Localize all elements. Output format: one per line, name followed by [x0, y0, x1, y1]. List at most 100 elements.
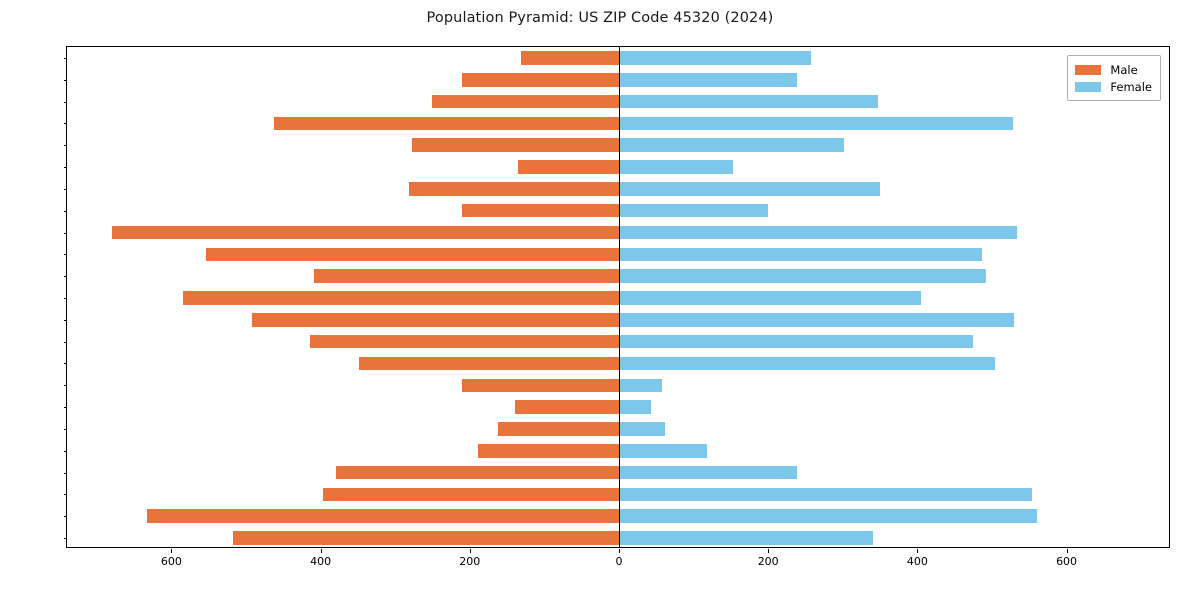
legend-entry-male[interactable]: Male [1075, 61, 1152, 78]
bar-female[interactable] [619, 51, 812, 65]
bar-female[interactable] [619, 225, 1018, 240]
bar-female[interactable] [619, 356, 995, 371]
bar-row [67, 400, 1169, 414]
x-tick-mark [1066, 549, 1068, 553]
x-tick-label: 600 [160, 555, 182, 568]
bar-female[interactable] [619, 487, 1032, 502]
x-tick-label: 0 [615, 555, 623, 568]
y-tick-mark [63, 145, 67, 147]
bar-female[interactable] [619, 182, 881, 196]
x-tick-mark [917, 549, 919, 553]
chart-legend: Male Female [1067, 55, 1161, 101]
bar-male[interactable] [313, 269, 619, 283]
y-tick-mark [63, 188, 67, 190]
y-tick-mark [63, 232, 67, 234]
bar-male[interactable] [322, 487, 619, 502]
y-tick-mark [63, 341, 67, 343]
bar-female[interactable] [619, 116, 1013, 131]
y-tick-mark [63, 407, 67, 409]
bar-female[interactable] [619, 269, 986, 283]
x-tick-label: 400 [906, 555, 928, 568]
y-tick-mark [63, 276, 67, 278]
bar-male[interactable] [146, 509, 619, 524]
bar-female[interactable] [619, 94, 878, 109]
bar-female[interactable] [619, 203, 769, 218]
bar-row [67, 94, 1169, 109]
y-tick-mark [63, 472, 67, 474]
bar-female[interactable] [619, 72, 798, 87]
x-tick-mark [469, 549, 471, 553]
y-tick-mark [63, 210, 67, 212]
y-tick-mark [63, 428, 67, 430]
plot-area [67, 47, 1169, 547]
bar-female[interactable] [619, 291, 922, 305]
bar-male[interactable] [521, 51, 619, 65]
legend-swatch-female-icon [1075, 81, 1102, 92]
bar-row [67, 334, 1169, 349]
x-tick-mark [619, 549, 620, 553]
zero-axis-line [619, 47, 620, 547]
bar-row [67, 116, 1169, 131]
bar-male[interactable] [431, 94, 619, 109]
y-tick-mark [63, 538, 67, 540]
bar-female[interactable] [619, 444, 708, 458]
bar-female[interactable] [619, 313, 1015, 327]
bar-male[interactable] [517, 160, 619, 174]
bar-female[interactable] [619, 509, 1038, 524]
bar-row [67, 182, 1169, 196]
bar-male[interactable] [111, 225, 619, 240]
bar-male[interactable] [335, 465, 619, 480]
bar-row [67, 378, 1169, 393]
bar-female[interactable] [619, 422, 666, 436]
bar-male[interactable] [408, 182, 619, 196]
bar-female[interactable] [619, 465, 797, 480]
bar-male[interactable] [514, 400, 619, 414]
bar-row [67, 72, 1169, 87]
bar-male[interactable] [274, 116, 619, 131]
bar-row [67, 531, 1169, 545]
legend-entry-female[interactable]: Female [1075, 78, 1152, 95]
bar-male[interactable] [206, 247, 619, 262]
bar-row [67, 509, 1169, 524]
y-tick-mark [63, 494, 67, 496]
bar-male[interactable] [411, 138, 619, 152]
y-tick-mark [63, 385, 67, 387]
y-tick-mark [63, 101, 67, 103]
bar-male[interactable] [478, 444, 619, 458]
bar-row [67, 465, 1169, 480]
y-tick-mark [63, 298, 67, 299]
x-tick-mark [171, 549, 173, 553]
bar-female[interactable] [619, 334, 973, 349]
bar-row [67, 444, 1169, 458]
bar-row [67, 225, 1169, 240]
bar-male[interactable] [461, 203, 619, 218]
page-title: Population Pyramid: US ZIP Code 45320 (2… [426, 10, 774, 26]
bar-female[interactable] [619, 531, 874, 545]
y-tick-mark [63, 57, 67, 59]
bar-female[interactable] [619, 138, 845, 152]
legend-swatch-male-icon [1075, 64, 1102, 75]
x-tick-label: 400 [310, 555, 332, 568]
bar-male[interactable] [183, 291, 619, 305]
bar-male[interactable] [233, 531, 619, 545]
bar-male[interactable] [461, 72, 619, 87]
bar-male[interactable] [251, 313, 619, 327]
bar-female[interactable] [619, 247, 983, 262]
x-tick-label: 200 [757, 555, 779, 568]
legend-label-male: Male [1110, 62, 1138, 77]
y-tick-mark [63, 123, 67, 125]
bar-row [67, 487, 1169, 502]
bar-male[interactable] [498, 422, 619, 436]
bar-row [67, 160, 1169, 174]
bar-male[interactable] [358, 356, 619, 371]
y-tick-mark [63, 450, 67, 452]
bar-female[interactable] [619, 378, 663, 393]
y-tick-mark [63, 167, 67, 169]
bar-female[interactable] [619, 400, 652, 414]
bar-male[interactable] [461, 378, 619, 393]
bar-row [67, 269, 1169, 283]
bar-male[interactable] [310, 334, 619, 349]
bar-female[interactable] [619, 160, 734, 174]
bar-row [67, 51, 1169, 65]
